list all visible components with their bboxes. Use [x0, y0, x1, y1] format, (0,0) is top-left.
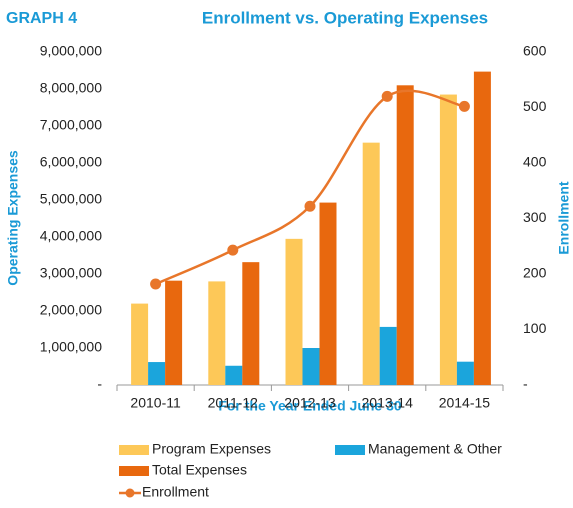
bar: [208, 281, 226, 385]
y-tick-label: 1,000,000: [40, 339, 102, 355]
line-marker: [227, 244, 239, 256]
x-axis-title: For the Year Ended June 30: [218, 398, 402, 414]
bar: [225, 365, 243, 385]
y-tick-label: 7,000,000: [40, 117, 102, 133]
line: [155, 89, 465, 286]
bar: [302, 348, 320, 385]
y-tick-label: 3,000,000: [40, 265, 102, 281]
line-marker: [381, 90, 393, 102]
x-tick-label: 2014-15: [439, 395, 491, 411]
bar: [285, 238, 303, 385]
bar: [319, 202, 337, 385]
y2-axis-title: Enrollment: [556, 181, 572, 254]
y-tick-label: 9,000,000: [40, 43, 102, 59]
y2-tick-label: -: [523, 376, 528, 392]
y2-tick-label: 500: [523, 98, 547, 114]
legend-swatch: [119, 466, 149, 476]
chart-title: Enrollment vs. Operating Expenses: [202, 8, 488, 27]
legend-label: Program Expenses: [152, 441, 271, 457]
legend-swatch: [125, 488, 135, 498]
bar: [473, 71, 491, 386]
y-tick-label: 5,000,000: [40, 191, 102, 207]
x-tick-label: 2012-13: [284, 395, 336, 411]
bar: [396, 85, 414, 386]
x-tick-label: 2013-14: [362, 395, 414, 411]
bar: [362, 142, 380, 385]
y-axis-title: Operating Expenses: [5, 150, 21, 286]
legend-label: Management & Other: [368, 441, 502, 457]
y-tick-label: 6,000,000: [40, 154, 102, 170]
y2-tick-label: 600: [523, 43, 547, 59]
bar: [165, 280, 183, 385]
x-tick-label: 2010-11: [130, 395, 181, 411]
y2-tick-label: 400: [523, 154, 547, 170]
legend-label: Enrollment: [142, 484, 209, 500]
bar: [456, 361, 474, 385]
y-tick-label: 4,000,000: [40, 228, 102, 244]
legend-label: Total Expenses: [152, 462, 247, 478]
y-tick-label: 2,000,000: [40, 302, 102, 318]
bar: [131, 303, 149, 385]
x-tick-label: 2011-12: [208, 395, 259, 411]
line-marker: [458, 100, 470, 112]
bar: [379, 326, 397, 385]
graph-label: GRAPH 4: [6, 10, 77, 27]
bar: [148, 362, 166, 385]
y2-tick-label: 100: [523, 320, 547, 336]
bar: [242, 262, 260, 385]
legend-swatch: [119, 445, 149, 455]
line-marker: [304, 200, 316, 212]
y-tick-label: 8,000,000: [40, 80, 102, 96]
y-tick-label: -: [97, 376, 102, 392]
y2-tick-label: 200: [523, 265, 547, 281]
line-marker: [150, 278, 162, 290]
y2-tick-label: 300: [523, 209, 547, 225]
legend-swatch: [335, 445, 365, 455]
bar: [439, 94, 457, 386]
